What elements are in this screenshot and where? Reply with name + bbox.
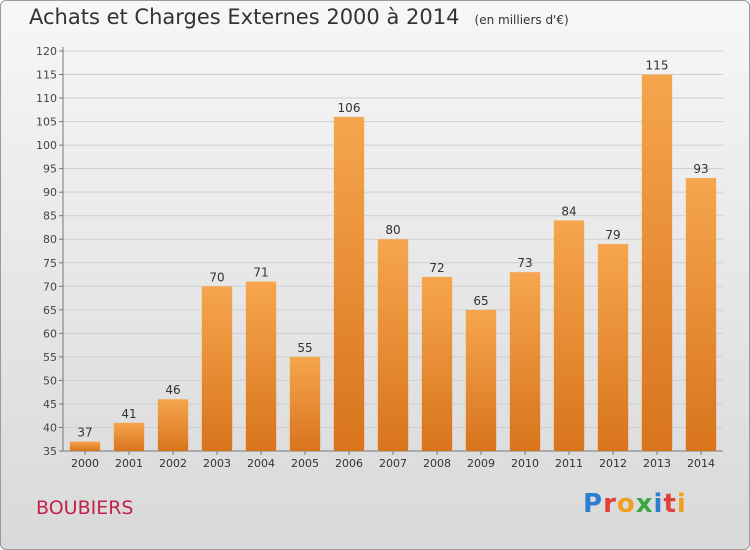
x-tick-label: 2000 bbox=[71, 457, 99, 470]
x-tick-label: 2002 bbox=[159, 457, 187, 470]
logo-letter: i bbox=[676, 489, 687, 519]
logo-letter: x bbox=[635, 489, 654, 519]
bar bbox=[553, 220, 585, 451]
data-label: 71 bbox=[253, 266, 268, 280]
bar bbox=[69, 441, 101, 451]
data-label: 37 bbox=[77, 426, 92, 440]
data-label: 79 bbox=[605, 228, 620, 242]
y-tick-label: 45 bbox=[43, 398, 57, 411]
y-tick-label: 50 bbox=[43, 374, 57, 387]
data-label: 55 bbox=[297, 341, 312, 355]
y-tick-label: 80 bbox=[43, 233, 57, 246]
x-tick-label: 2009 bbox=[467, 457, 495, 470]
y-tick-label: 75 bbox=[43, 257, 57, 270]
x-tick-label: 2013 bbox=[643, 457, 671, 470]
y-tick-label: 70 bbox=[43, 280, 57, 293]
y-tick-label: 120 bbox=[36, 45, 57, 58]
chart-subtitle: (en milliers d'€) bbox=[474, 13, 569, 27]
data-label: 73 bbox=[517, 256, 532, 270]
logo-letter: P bbox=[583, 489, 604, 519]
y-tick-label: 60 bbox=[43, 327, 57, 340]
bar bbox=[421, 276, 453, 451]
chart-title-block: Achats et Charges Externes 2000 à 2014 (… bbox=[29, 5, 569, 29]
x-tick-label: 2005 bbox=[291, 457, 319, 470]
bar bbox=[465, 309, 497, 451]
x-tick-label: 2004 bbox=[247, 457, 275, 470]
data-label: 93 bbox=[693, 162, 708, 176]
x-tick-label: 2001 bbox=[115, 457, 143, 470]
x-tick-label: 2010 bbox=[511, 457, 539, 470]
bar bbox=[113, 422, 145, 451]
bar bbox=[641, 74, 673, 451]
data-label: 72 bbox=[429, 261, 444, 275]
data-label: 106 bbox=[338, 101, 361, 115]
x-tick-label: 2007 bbox=[379, 457, 407, 470]
town-name: BOUBIERS bbox=[36, 497, 134, 519]
bar bbox=[201, 286, 233, 451]
x-tick-label: 2014 bbox=[687, 457, 715, 470]
bar bbox=[509, 272, 541, 451]
y-tick-label: 105 bbox=[36, 116, 57, 129]
data-label: 80 bbox=[385, 223, 400, 237]
y-tick-label: 90 bbox=[43, 186, 57, 199]
bar bbox=[245, 281, 277, 451]
bar bbox=[685, 178, 717, 451]
logo-letter: o bbox=[616, 489, 636, 519]
y-tick-label: 65 bbox=[43, 304, 57, 317]
data-label: 70 bbox=[209, 270, 224, 284]
y-tick-label: 110 bbox=[36, 92, 57, 105]
logo-letter: r bbox=[603, 489, 617, 519]
data-label: 41 bbox=[121, 407, 136, 421]
x-tick-label: 2003 bbox=[203, 457, 231, 470]
logo-letter: i bbox=[653, 489, 664, 519]
chart-title: Achats et Charges Externes 2000 à 2014 bbox=[29, 5, 460, 29]
y-tick-label: 85 bbox=[43, 210, 57, 223]
data-label: 65 bbox=[473, 294, 488, 308]
data-label: 46 bbox=[165, 383, 180, 397]
data-label: 115 bbox=[646, 59, 669, 73]
bar bbox=[289, 356, 321, 451]
x-tick-label: 2008 bbox=[423, 457, 451, 470]
y-tick-label: 95 bbox=[43, 163, 57, 176]
bar bbox=[597, 243, 629, 451]
bar bbox=[377, 239, 409, 451]
bar bbox=[157, 399, 189, 451]
y-tick-label: 40 bbox=[43, 421, 57, 434]
x-tick-label: 2012 bbox=[599, 457, 627, 470]
y-tick-label: 100 bbox=[36, 139, 57, 152]
y-tick-label: 115 bbox=[36, 69, 57, 82]
bar bbox=[333, 116, 365, 451]
proxiti-logo: Proxiti bbox=[583, 489, 687, 519]
x-tick-label: 2011 bbox=[555, 457, 583, 470]
logo-letter: t bbox=[663, 489, 677, 519]
y-tick-label: 55 bbox=[43, 351, 57, 364]
x-tick-label: 2006 bbox=[335, 457, 363, 470]
data-label: 84 bbox=[561, 204, 576, 218]
y-tick-label: 35 bbox=[43, 445, 57, 458]
